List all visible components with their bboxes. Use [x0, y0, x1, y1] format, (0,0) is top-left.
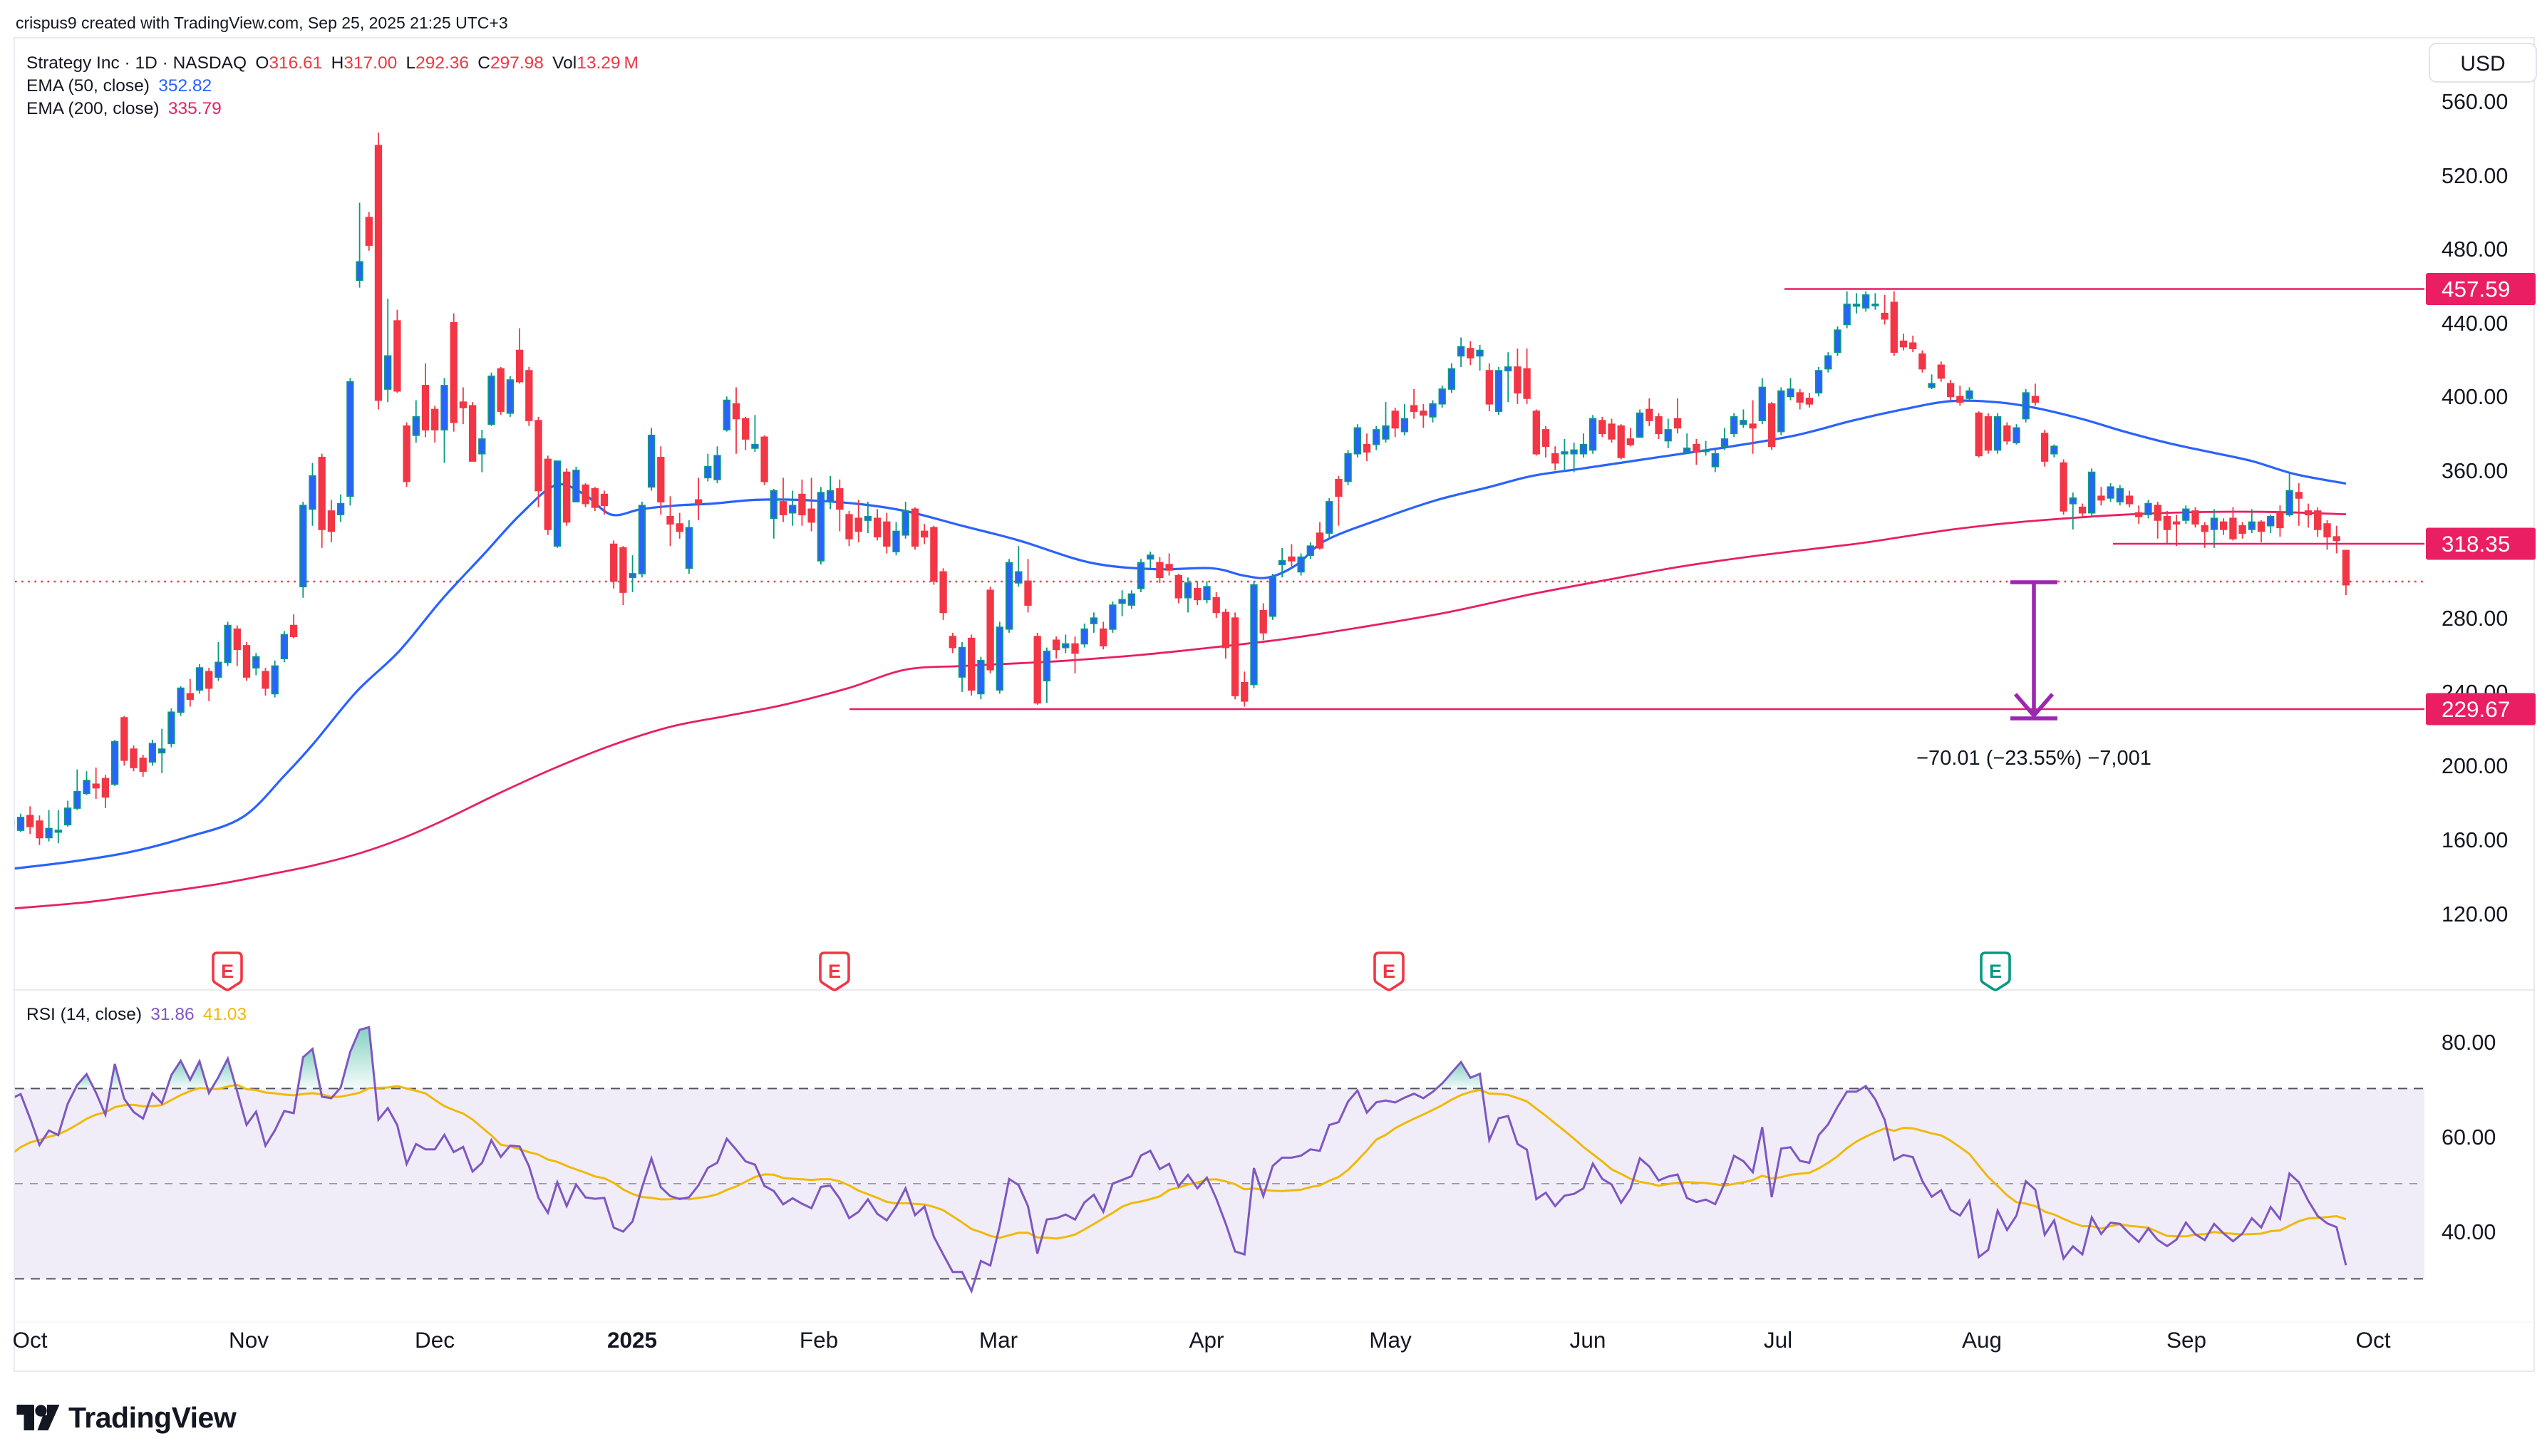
svg-text:TradingView: TradingView — [68, 1401, 237, 1434]
svg-text:crispus9 created with TradingV: crispus9 created with TradingView.com, S… — [16, 14, 508, 32]
svg-text:Strategy Inc · 1D · NASDAQ O31: Strategy Inc · 1D · NASDAQ O316.61 H317.… — [26, 53, 639, 73]
svg-text:Jun: Jun — [1570, 1327, 1606, 1353]
svg-text:280.00: 280.00 — [2442, 606, 2508, 631]
svg-text:Oct: Oct — [2355, 1327, 2390, 1353]
svg-text:Sep: Sep — [2166, 1327, 2206, 1353]
svg-text:Dec: Dec — [415, 1327, 455, 1353]
svg-text:Mar: Mar — [979, 1327, 1018, 1353]
svg-text:520.00: 520.00 — [2442, 164, 2508, 188]
svg-text:457.59: 457.59 — [2442, 277, 2510, 302]
svg-text:Nov: Nov — [229, 1327, 269, 1353]
svg-text:229.67: 229.67 — [2442, 696, 2510, 722]
svg-text:E: E — [1383, 961, 1395, 982]
svg-text:318.35: 318.35 — [2442, 531, 2510, 557]
svg-text:E: E — [1989, 961, 2002, 982]
svg-text:Aug: Aug — [1962, 1327, 2002, 1353]
svg-text:EMA (200, close) 335.79: EMA (200, close) 335.79 — [26, 99, 222, 118]
svg-text:80.00: 80.00 — [2442, 1031, 2496, 1055]
svg-text:360.00: 360.00 — [2442, 459, 2508, 483]
svg-text:Jul: Jul — [1764, 1327, 1792, 1353]
svg-text:400.00: 400.00 — [2442, 385, 2508, 409]
svg-text:Feb: Feb — [800, 1327, 838, 1353]
svg-text:200.00: 200.00 — [2442, 754, 2508, 778]
svg-text:Apr: Apr — [1189, 1327, 1224, 1353]
svg-text:Oct: Oct — [12, 1327, 47, 1353]
svg-text:USD: USD — [2460, 52, 2505, 76]
svg-text:60.00: 60.00 — [2442, 1125, 2496, 1150]
svg-text:120.00: 120.00 — [2442, 902, 2508, 926]
svg-text:160.00: 160.00 — [2442, 828, 2508, 852]
svg-text:May: May — [1369, 1327, 1412, 1353]
svg-text:480.00: 480.00 — [2442, 237, 2508, 262]
svg-text:−70.01 (−23.55%) −7,001: −70.01 (−23.55%) −7,001 — [1916, 747, 2151, 770]
svg-text:EMA (50, close) 352.82: EMA (50, close) 352.82 — [26, 76, 212, 95]
svg-text:RSI (14, close) 31.86 41.03: RSI (14, close) 31.86 41.03 — [26, 1005, 247, 1024]
svg-text:560.00: 560.00 — [2442, 90, 2508, 114]
svg-text:40.00: 40.00 — [2442, 1220, 2496, 1244]
svg-text:E: E — [221, 961, 234, 982]
svg-text:2025: 2025 — [607, 1327, 657, 1353]
svg-text:E: E — [828, 961, 841, 982]
svg-text:440.00: 440.00 — [2442, 311, 2508, 336]
